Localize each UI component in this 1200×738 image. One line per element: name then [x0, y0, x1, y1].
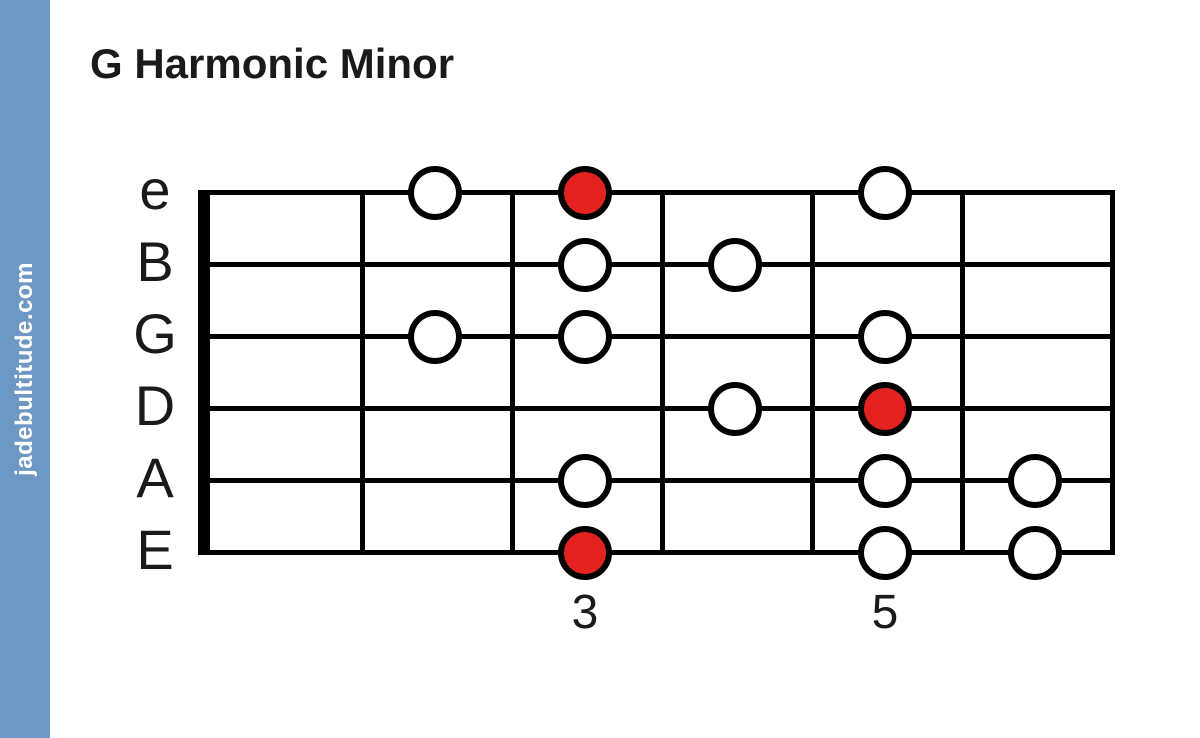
string-label-D: D: [130, 378, 180, 434]
string-label-B: B: [130, 234, 180, 290]
string-label-A: A: [130, 450, 180, 506]
scale-note-dot: [1008, 454, 1062, 508]
sidebar: jadebultitude.com: [0, 0, 50, 738]
fret-line: [1110, 190, 1115, 555]
scale-note-dot: [408, 166, 462, 220]
scale-note-dot: [558, 454, 612, 508]
fret-number: 5: [872, 585, 899, 640]
scale-note-dot: [1008, 526, 1062, 580]
fretboard-diagram: eBGDAE 35: [130, 190, 1130, 640]
fret-line: [960, 190, 965, 555]
scale-note-dot: [558, 238, 612, 292]
fret-line: [510, 190, 515, 555]
fret-line: [810, 190, 815, 555]
scale-note-dot: [708, 238, 762, 292]
root-note-dot: [558, 166, 612, 220]
scale-note-dot: [858, 526, 912, 580]
string-label-E: E: [130, 522, 180, 578]
root-note-dot: [558, 526, 612, 580]
nut: [198, 190, 210, 555]
page-title: G Harmonic Minor: [90, 40, 454, 88]
scale-note-dot: [858, 454, 912, 508]
root-note-dot: [858, 382, 912, 436]
scale-note-dot: [558, 310, 612, 364]
fret-line: [660, 190, 665, 555]
fret-line: [360, 190, 365, 555]
sidebar-text: jadebultitude.com: [11, 262, 39, 476]
string-label-G: G: [130, 306, 180, 362]
scale-note-dot: [858, 166, 912, 220]
fret-number: 3: [572, 585, 599, 640]
scale-note-dot: [708, 382, 762, 436]
scale-note-dot: [408, 310, 462, 364]
string-label-e: e: [130, 162, 180, 218]
scale-note-dot: [858, 310, 912, 364]
